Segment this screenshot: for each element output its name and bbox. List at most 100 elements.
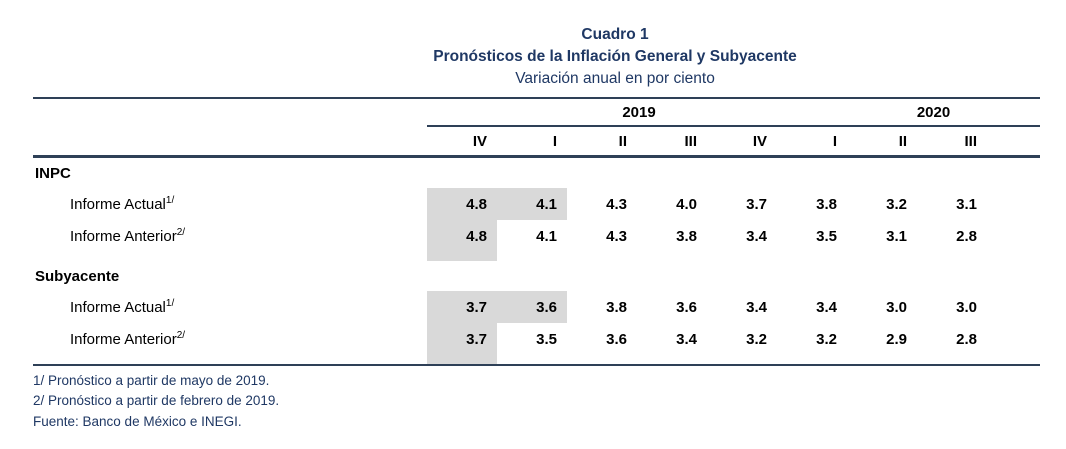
forecast-value-cell: 3.8 <box>816 195 838 213</box>
forecast-value-cell: 3.6 <box>606 330 627 348</box>
year-group-2020: 2020 <box>777 98 1041 127</box>
table-row: Informe Anterior2/4.8 4.1 4.3 3.8 3.4 3.5 3.1 2… <box>33 220 1040 252</box>
forecast-value-cell: 3.1 <box>886 227 908 245</box>
highlighted-spacer-cell <box>427 355 497 365</box>
row-label: Informe Anterior2/ <box>33 323 427 355</box>
row-label: Informe Anterior2/ <box>33 220 427 252</box>
report-table-page: Cuadro 1 Pronósticos de la Inflación Gen… <box>0 24 1066 432</box>
forecast-value-cell: 3.0 <box>886 298 908 316</box>
forecast-value-cell: 4.0 <box>676 195 697 213</box>
filler-cell <box>987 291 1040 323</box>
spacer-cell <box>847 252 917 261</box>
table-row: 2019 2020 <box>33 98 1041 127</box>
footnote-1: 1/ Pronóstico a partir de mayo de 2019. <box>33 373 270 388</box>
forecast-value-cell: 3.5 <box>816 227 838 245</box>
forecast-value-cell: 3.5 <box>536 330 557 348</box>
footnote-2: 2/ Pronóstico a partir de febrero de 201… <box>33 393 280 409</box>
table-row <box>33 252 1040 261</box>
spacer-cell <box>987 355 1040 365</box>
row-label-text: Informe Actual <box>70 298 166 316</box>
year-group-2019: 2019 <box>427 98 778 127</box>
highlighted-spacer-cell <box>427 252 497 261</box>
forecast-value-cell: 3.8 <box>676 227 697 245</box>
highlighted-forecast-value-cell: 4.8 <box>427 220 497 252</box>
row-label: Informe Actual1/ <box>33 291 427 323</box>
footnote-reference: 1/ <box>165 194 175 206</box>
row-label: Informe Actual1/ <box>33 188 427 220</box>
table-row: Informe Actual1/3.7 3.6 3.8 3.6 3.4 3.4 3.0 3.0 <box>33 291 1040 323</box>
filler-cell <box>987 323 1040 355</box>
quarter-header-cell: III <box>917 126 988 158</box>
spacer-cell <box>917 252 987 261</box>
spacer-cell <box>847 355 917 365</box>
spacer-cell <box>33 252 427 261</box>
table-title: Pronósticos de la Inflación General y Su… <box>433 48 797 65</box>
forecast-value-cell: 3.7 <box>746 195 768 213</box>
corner-empty-cell <box>33 98 427 126</box>
forecast-value-cell: 2.9 <box>886 330 908 348</box>
forecast-value-cell: 3.4 <box>816 298 838 316</box>
table-row: Subyacente <box>33 261 1040 291</box>
forecast-value-cell: 2.8 <box>956 227 978 245</box>
section-label-subyacente: Subyacente <box>35 267 120 285</box>
row-label-text: Informe Actual <box>70 195 166 213</box>
table-row: IV I II III IV I II III <box>33 126 1041 158</box>
filler-cell <box>987 220 1040 252</box>
highlighted-forecast-value-cell: 3.7 <box>427 323 497 355</box>
highlighted-forecast-value-cell: 3.6 <box>497 291 567 323</box>
spacer-cell <box>777 355 847 365</box>
spacer-cell <box>637 355 707 365</box>
footnotes-block: 1/ Pronóstico a partir de mayo de 2019. 2… <box>33 371 1066 432</box>
spacer-cell <box>777 252 847 261</box>
footnote-reference: 2/ <box>176 329 186 341</box>
forecast-value-cell: 3.2 <box>816 330 838 348</box>
forecast-value-cell: 3.0 <box>956 298 978 316</box>
forecast-value-cell: 3.2 <box>746 330 768 348</box>
quarter-header-cell: II <box>847 126 918 158</box>
forecast-value-cell: 3.4 <box>676 330 697 348</box>
spacer-cell <box>567 252 637 261</box>
forecast-value-cell: 3.2 <box>886 195 908 213</box>
spacer-cell <box>33 355 427 365</box>
quarter-header-cell: I <box>497 126 567 158</box>
spacer-cell <box>707 355 777 365</box>
forecast-value-cell: 3.4 <box>746 298 768 316</box>
highlighted-forecast-value-cell: 4.8 <box>427 188 497 220</box>
highlighted-forecast-value-cell: 4.1 <box>497 188 567 220</box>
quarter-header-cell: III <box>637 126 707 158</box>
quarter-header-cell: II <box>567 126 637 158</box>
spacer-cell <box>497 355 567 365</box>
forecast-value-cell: 3.6 <box>676 298 697 316</box>
spacer-cell <box>637 252 707 261</box>
spacer-cell <box>987 252 1040 261</box>
forecast-value-cell: 3.8 <box>606 298 627 316</box>
forecast-value-cell: 3.4 <box>746 227 768 245</box>
row-label-text: Informe Anterior <box>70 330 177 348</box>
filler-cell <box>987 126 1041 158</box>
table-units: Variación anual en por ciento <box>515 70 715 87</box>
forecast-value-cell: 4.3 <box>606 195 627 213</box>
forecast-value-cell: 3.1 <box>956 195 978 213</box>
forecast-value-cell: 2.8 <box>956 330 978 348</box>
table-row: INPC <box>33 157 1040 189</box>
spacer-cell <box>497 252 567 261</box>
table-number: Cuadro 1 <box>581 26 649 43</box>
table-row: Informe Actual1/4.8 4.1 4.3 4.0 3.7 3.8 3.2 3.1 <box>33 188 1040 220</box>
quarter-row-empty-cell <box>33 126 427 158</box>
spacer-cell <box>707 252 777 261</box>
quarter-header-cell: I <box>777 126 848 158</box>
spacer-cell <box>567 355 637 365</box>
footnote-reference: 2/ <box>176 226 186 238</box>
highlighted-forecast-value-cell: 3.7 <box>427 291 497 323</box>
source-note: Fuente: Banco de México e INEGI. <box>33 413 242 429</box>
section-label-inpc: INPC <box>35 164 71 182</box>
forecast-value-cell: 4.1 <box>536 227 557 245</box>
forecast-value-cell: 4.3 <box>606 227 627 245</box>
table-header: Cuadro 1 Pronósticos de la Inflación Gen… <box>190 24 1040 90</box>
footnote-reference: 1/ <box>165 297 175 309</box>
table-row <box>33 355 1040 365</box>
quarter-header-cell: IV <box>427 126 497 158</box>
table-row: Informe Anterior2/3.7 3.5 3.6 3.4 3.2 3.2 2.9 2… <box>33 323 1040 355</box>
inflation-forecast-table: 2019 2020 IV I II III IV I II III INPC Informe Actu… <box>33 97 1041 366</box>
row-label-text: Informe Anterior <box>70 227 177 245</box>
